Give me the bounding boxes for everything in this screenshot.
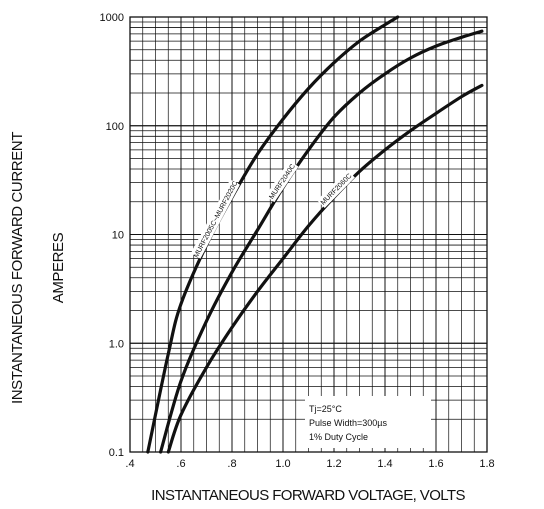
series-line-1 [146, 15, 400, 454]
x-tick-label: .8 [227, 458, 236, 470]
y-tick-label: 0.1 [109, 447, 124, 459]
grid [129, 16, 488, 453]
series-label-group-3: MURF2060C [316, 169, 355, 209]
y-axis-title-line-2: AMPERES [50, 232, 67, 303]
x-axis-title: INSTANTANEOUS FORWARD VOLTAGE, VOLTS [151, 487, 465, 504]
x-tick-label: .4 [125, 458, 134, 470]
annotation-box: Tj=25°C Pulse Width=300µs 1% Duty Cycle [305, 396, 431, 448]
series-label-1: MURF2005C~MURF2020C [193, 180, 240, 259]
x-tick-label: 1.2 [326, 458, 341, 470]
y-tick-label: 10 [112, 230, 124, 242]
y-tick-labels: 0.1 1.0 10 100 1000 [100, 12, 124, 459]
x-tick-label: 1.0 [275, 458, 290, 470]
curves [146, 15, 484, 454]
y-tick-label: 1.0 [109, 338, 124, 350]
annotation-line-1: Tj=25°C [309, 404, 342, 414]
series-label-bg-1 [190, 179, 240, 259]
annotation-line-2: Pulse Width=300µs [309, 418, 387, 428]
series-line-3 [166, 83, 484, 454]
x-tick-label: 1.8 [479, 458, 494, 470]
annotation-line-3: 1% Duty Cycle [309, 432, 368, 442]
plot-frame [129, 16, 488, 453]
x-tick-label: 1.4 [377, 458, 392, 470]
x-tick-label: 1.6 [428, 458, 443, 470]
x-tick-labels: .4 .6 .8 1.0 1.2 1.4 1.6 1.8 [125, 458, 494, 470]
series-label-bg-2 [265, 160, 299, 203]
series-label-group-1: MURF2005C~MURF2020C [190, 179, 240, 259]
series-label-bg-3 [316, 169, 355, 209]
y-tick-label: 1000 [100, 12, 124, 24]
series-line-2 [159, 29, 484, 454]
x-tick-label: .6 [176, 458, 185, 470]
y-axis-title-line-1: INSTANTANEOUS FORWARD CURRENT [9, 132, 26, 404]
y-tick-label: 100 [106, 121, 124, 133]
